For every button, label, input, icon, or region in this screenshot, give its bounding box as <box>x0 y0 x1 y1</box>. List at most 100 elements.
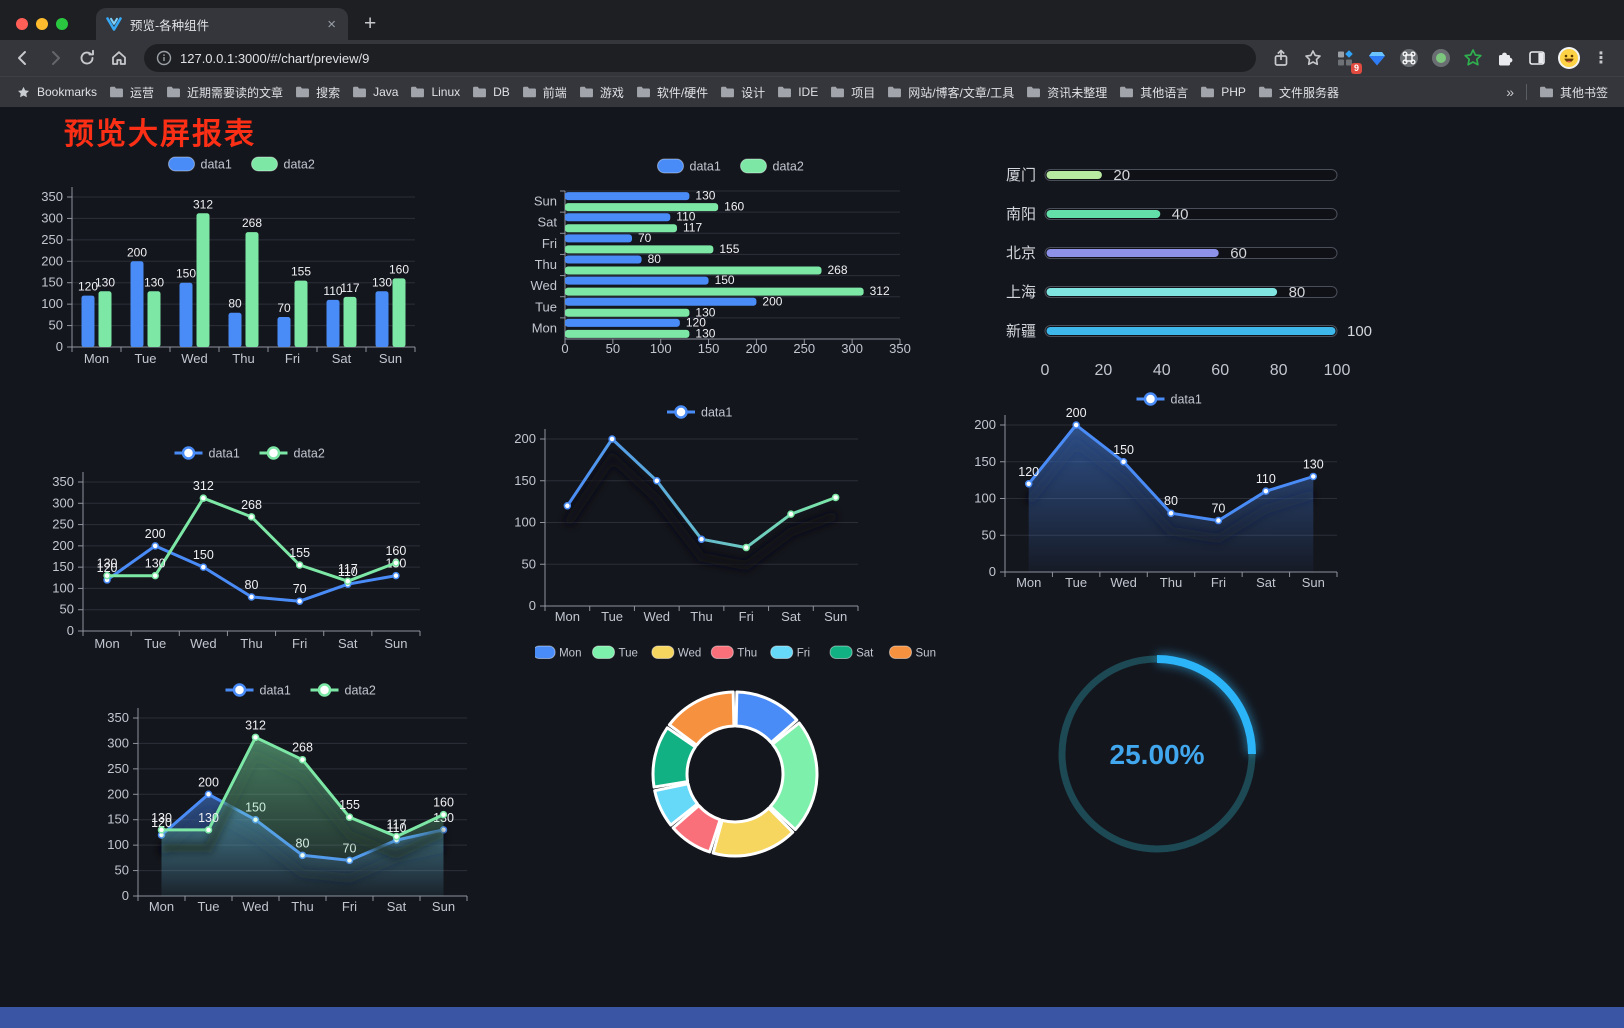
bookmark-folder[interactable]: 前端 <box>516 81 573 104</box>
svg-text:80: 80 <box>1289 284 1306 301</box>
bookmark-folder[interactable]: 其他语言 <box>1113 81 1194 104</box>
city-progress-chart[interactable]: 厦门 20 南阳 40 北京 60 上海 80 新疆 100 0 20 40 60 80 100 <box>980 149 1410 389</box>
bookmark-folder[interactable]: DB <box>466 82 516 102</box>
svg-text:150: 150 <box>715 273 735 287</box>
svg-text:Tue: Tue <box>535 299 557 314</box>
forward-button[interactable] <box>40 44 70 72</box>
svg-text:130: 130 <box>372 275 392 289</box>
horizontal-bar-chart[interactable]: 0 50 100 150 200 250 300 350 Sun Sat Fri Thu Wed Tue M… <box>495 149 935 371</box>
window-minimize-button[interactable] <box>36 18 48 30</box>
extensions-puzzle-icon[interactable] <box>1490 44 1520 72</box>
svg-text:350: 350 <box>41 189 63 204</box>
bookmark-star-icon[interactable] <box>1298 44 1328 72</box>
svg-text:Sat: Sat <box>537 215 557 230</box>
grouped-bar-chart[interactable]: 0 50 100 150 200 250 300 350 Mon Tue Wed Thu Fri Sat S… <box>30 147 480 379</box>
svg-text:70: 70 <box>638 231 652 245</box>
gradient-line-chart[interactable]: 0 50 100 150 200 Mon Tue Wed Thu Fri Sat Sun data1 <box>495 401 915 628</box>
site-info-icon[interactable] <box>156 50 172 66</box>
bookmarks-overflow-chevron[interactable]: » <box>1506 84 1514 100</box>
bookmark-folder[interactable]: 网站/博客/文章/工具 <box>881 81 1020 104</box>
tab-close-icon[interactable]: × <box>327 15 336 33</box>
folder-icon <box>831 86 845 98</box>
folder-icon <box>1258 86 1272 98</box>
home-button[interactable] <box>104 44 134 72</box>
profile-avatar[interactable] <box>1554 44 1584 72</box>
bookmarks-manager-item[interactable]: Bookmarks <box>10 82 103 103</box>
browser-tab[interactable]: 预览-各种组件 × <box>96 8 348 40</box>
bookmark-folder[interactable]: 游戏 <box>573 81 630 104</box>
reload-button[interactable] <box>72 44 102 72</box>
bookmark-folder[interactable]: Linux <box>404 82 466 102</box>
svg-text:Fri: Fri <box>797 648 810 660</box>
bookmark-folder[interactable]: 搜索 <box>289 81 346 104</box>
record-extension-icon[interactable] <box>1426 44 1456 72</box>
svg-text:150: 150 <box>514 473 536 488</box>
bookmark-folder[interactable]: 资讯未整理 <box>1020 81 1113 104</box>
command-extension-icon[interactable] <box>1394 44 1424 72</box>
svg-text:150: 150 <box>52 559 74 574</box>
svg-text:200: 200 <box>41 253 63 268</box>
svg-text:北京: 北京 <box>1006 245 1036 262</box>
sidebar-toggle-icon[interactable] <box>1522 44 1552 72</box>
svg-text:0: 0 <box>122 888 129 903</box>
two-series-area-chart[interactable]: 0 50 100 150 200 250 300 350 Mon Tue Wed Thu Fri Sat S… <box>95 676 490 924</box>
window-zoom-button[interactable] <box>56 18 68 30</box>
share-icon[interactable] <box>1266 44 1296 72</box>
browser-menu-icon[interactable]: ⋮ <box>1593 50 1609 67</box>
area-line-chart[interactable]: 0 50 100 150 200 Mon Tue Wed Thu Fri Sat Sun 120 200 1… <box>970 389 1400 606</box>
svg-text:80: 80 <box>648 252 662 266</box>
folder-icon <box>721 86 735 98</box>
svg-text:20: 20 <box>1113 167 1130 184</box>
svg-text:Fri: Fri <box>292 636 307 651</box>
green-star-extension-icon[interactable] <box>1458 44 1488 72</box>
bookmark-folder[interactable]: 设计 <box>714 81 771 104</box>
svg-text:Fri: Fri <box>1211 575 1226 590</box>
folder-icon <box>1201 86 1215 98</box>
bookmark-folder[interactable]: PHP <box>1194 82 1252 102</box>
svg-text:Sat: Sat <box>387 899 407 914</box>
svg-text:300: 300 <box>107 735 129 750</box>
bookmark-folder[interactable]: 运营 <box>103 81 160 104</box>
week-donut-chart[interactable]: Mon Tue Wed Thu Fri Sat Sun <box>535 633 955 908</box>
other-bookmarks-folder[interactable]: 其他书签 <box>1533 81 1614 104</box>
new-tab-button[interactable]: + <box>364 12 377 35</box>
bookmark-folder[interactable]: 近期需要读的文章 <box>160 81 289 104</box>
svg-text:Sat: Sat <box>856 648 874 660</box>
extension-grid-icon[interactable]: 9 <box>1330 44 1362 74</box>
svg-text:70: 70 <box>293 582 307 596</box>
svg-text:250: 250 <box>107 761 129 776</box>
svg-text:312: 312 <box>245 718 266 732</box>
svg-text:150: 150 <box>974 454 996 469</box>
svg-text:130: 130 <box>97 557 118 571</box>
folder-icon <box>579 86 593 98</box>
svg-text:117: 117 <box>340 281 359 295</box>
bookmark-folder[interactable]: 项目 <box>824 81 881 104</box>
percent-gauge-chart[interactable]: 25.00% <box>1040 637 1275 872</box>
svg-text:150: 150 <box>107 812 129 827</box>
svg-text:80: 80 <box>1164 494 1178 508</box>
bookmark-folder[interactable]: 软件/硬件 <box>630 81 714 104</box>
svg-text:300: 300 <box>41 210 63 225</box>
back-button[interactable] <box>8 44 38 72</box>
svg-text:Mon: Mon <box>149 899 174 914</box>
svg-text:40: 40 <box>1172 206 1189 223</box>
svg-text:厦门: 厦门 <box>1006 167 1036 184</box>
window-controls <box>0 18 82 40</box>
svg-text:250: 250 <box>52 517 74 532</box>
bookmark-folder[interactable]: IDE <box>771 82 824 102</box>
svg-text:312: 312 <box>870 284 890 298</box>
gem-extension-icon[interactable] <box>1362 44 1392 72</box>
svg-text:Mon: Mon <box>555 609 580 624</box>
bookmark-folder[interactable]: Java <box>346 82 404 102</box>
svg-text:110: 110 <box>1256 472 1276 486</box>
window-close-button[interactable] <box>16 18 28 30</box>
folder-icon <box>167 86 181 98</box>
address-bar[interactable]: 127.0.0.1:3000/#/chart/preview/9 <box>144 44 1256 72</box>
site-favicon-icon <box>106 16 122 32</box>
bookmark-folder[interactable]: 文件服务器 <box>1252 81 1345 104</box>
two-series-line-chart[interactable]: 0 50 100 150 200 250 300 350 Mon Tue Wed Thu Fri Sat S… <box>35 426 475 656</box>
svg-text:新疆: 新疆 <box>1006 323 1036 340</box>
svg-text:Tue: Tue <box>198 899 220 914</box>
svg-text:117: 117 <box>683 221 702 235</box>
svg-text:Sun: Sun <box>534 194 557 209</box>
